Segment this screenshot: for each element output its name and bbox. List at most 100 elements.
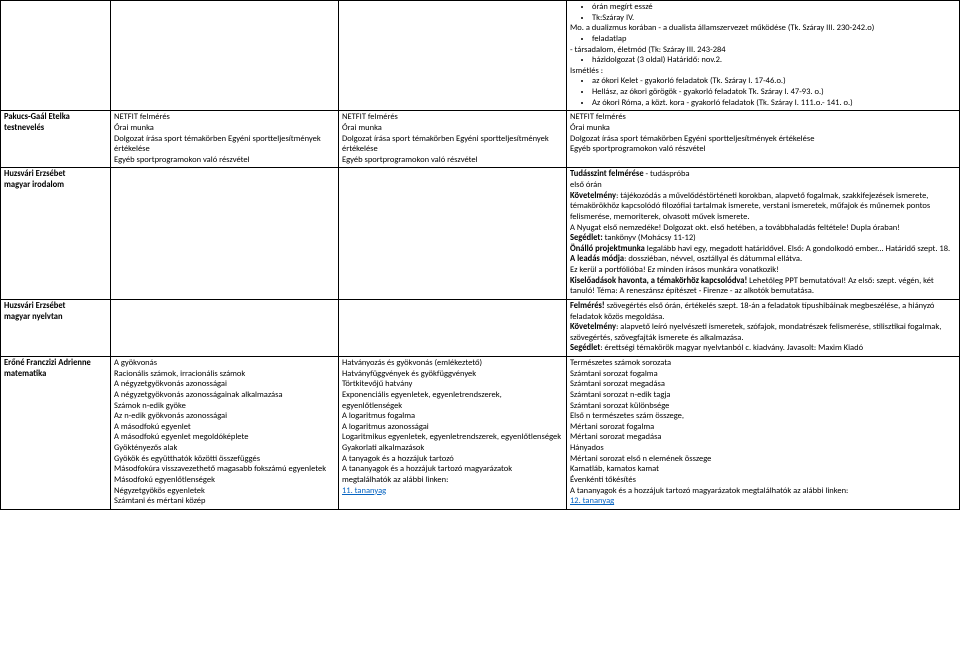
text-line: A négyzetgyökvonás azonosságainak alkalm… [114, 390, 335, 401]
list-item: az ókori Kelet - gyakorló feladatok (Tk.… [592, 76, 956, 87]
text-line: A négyzetgyökvonás azonosságai [114, 379, 335, 390]
text-line: Mértani sorozat megadása [570, 432, 956, 443]
text-line: Hatványfüggvények és gyökfüggvények [342, 369, 563, 380]
text-line: A logaritmus azonosságai [342, 422, 563, 433]
text-line: A tananyagok és a hozzájuk tartozó magya… [342, 464, 563, 485]
col-1 [111, 299, 339, 356]
text-line: Órai munka [114, 123, 335, 134]
bullet-list: feladatlap [570, 34, 956, 45]
text-line: Négyzetgyökös egyenletek [114, 486, 335, 497]
text-line: Mértani sorozat fogalma [570, 422, 956, 433]
text-line: Számtani sorozat megadása [570, 379, 956, 390]
curriculum-table: órán megírt esszéTk:Száray IV.Mo. a dual… [0, 0, 960, 510]
teacher-cell: Pakucs-Gaál Etelkatestnevelés [1, 111, 111, 168]
text-line: Másodfokú egyenlőtlenségek [114, 475, 335, 486]
col-3: Természetes számok sorozataSzámtani soro… [567, 357, 960, 510]
col-3: Tudásszint felmérése - tudáspróbaelső ór… [567, 168, 960, 300]
text-line: Dolgozat írása sport témakörben Egyéni s… [570, 134, 956, 145]
text-line: Számok n-edik gyöke [114, 401, 335, 412]
text-line: Dolgozat írása sport témakörben Egyéni s… [342, 134, 563, 155]
text-line: - társadalom, életmód (Tk: Száray III. 2… [570, 45, 956, 56]
bullet-list: házidolgozat (3 oldal) Határidő: nov.2. [570, 55, 956, 66]
text-line: Követelmény: alapvető leíró nyelvészeti … [570, 322, 956, 343]
teacher-cell: Huzsvári Erzsébetmagyar irodalom [1, 168, 111, 300]
link[interactable]: 12. tananyag [570, 496, 614, 506]
col-2: NETFIT felmérés Órai munkaDolgozat írása… [339, 111, 567, 168]
col-3: Felmérés! szövegértés első órán, értékel… [567, 299, 960, 356]
text-line: NETFIT felmérés [114, 112, 335, 123]
text-line: Az n-edik gyökvonás azonosságai [114, 411, 335, 422]
teacher-cell [1, 1, 111, 111]
text-line: A másodfokú egyenlet [114, 422, 335, 433]
col-3: órán megírt esszéTk:Száray IV.Mo. a dual… [567, 1, 960, 111]
bullet-list: órán megírt esszéTk:Száray IV. [570, 2, 956, 23]
subject-name: testnevelés [4, 123, 107, 134]
table-row: Huzsvári Erzsébetmagyar irodalom Tudásszi… [1, 168, 960, 300]
text-line: Logaritmikus egyenletek, egyenletrendsze… [342, 432, 563, 443]
text-line: A tananyagok és a hozzájuk tartozó magya… [570, 486, 956, 497]
col-2: Hatványozás és gyökvonás (emlékeztető)Ha… [339, 357, 567, 510]
list-item: Tk:Száray IV. [592, 13, 956, 24]
col-1: NETFIT felmérés Órai munkaDolgozat írása… [111, 111, 339, 168]
text-line: Órai munka [570, 123, 956, 134]
text-line: Számtani sorozat n-edik tagja [570, 390, 956, 401]
teacher-cell: Erőné Franczizi Adriennematematika [1, 357, 111, 510]
text-line: Egyéb sportprogramokon való részvétel [114, 155, 335, 166]
col-3: NETFIT felmérés Órai munkaDolgozat írása… [567, 111, 960, 168]
subject-name: magyar irodalom [4, 180, 107, 191]
text-line: Évenkénti tőkésítés [570, 475, 956, 486]
text-line: Számtani sorozat fogalma [570, 369, 956, 380]
teacher-cell: Huzsvári Erzsébetmagyar nyelvtan [1, 299, 111, 356]
text-line: Tudásszint felmérése - tudáspróba [570, 169, 956, 180]
text-line: Számtani sorozat különbsége [570, 401, 956, 412]
teacher-name: Pakucs-Gaál Etelka [4, 112, 107, 123]
text-line: A Nyugat első nemzedéke! Dolgozat okt. e… [570, 223, 956, 234]
text-line: Mo. a dualizmus korában - a dualista áll… [570, 23, 956, 34]
col-2 [339, 168, 567, 300]
list-item: órán megírt esszé [592, 2, 956, 13]
text-line: Követelmény: tájékozódás a művelődéstört… [570, 191, 956, 223]
text-line: Hatványozás és gyökvonás (emlékeztető) [342, 358, 563, 369]
teacher-name: Huzsvári Erzsébet [4, 301, 107, 312]
text-line: Kiselőadások havonta, a témakörhöz kapcs… [570, 276, 956, 297]
col-1 [111, 1, 339, 111]
text-line: Másodfokúra visszavezethető magasabb fok… [114, 464, 335, 475]
teacher-name: Erőné Franczizi Adrienne [4, 358, 107, 369]
text-line: Gyakorlati alkalmazások [342, 443, 563, 454]
text-line: Természetes számok sorozata [570, 358, 956, 369]
bullet-list: az ókori Kelet - gyakorló feladatok (Tk.… [570, 76, 956, 108]
subject-name: magyar nyelvtan [4, 312, 107, 323]
table-row: Erőné Franczizi AdriennematematikaA gyök… [1, 357, 960, 510]
text-line: Kamatláb, kamatos kamat [570, 464, 956, 475]
text-line: Ez kerül a portfólióba! Ez minden írásos… [570, 265, 956, 276]
text-line: A logaritmus fogalma [342, 411, 563, 422]
text-line: Törtkitevőjű hatvány [342, 379, 563, 390]
text-line: Hányados [570, 443, 956, 454]
text-line: Segédlet: érettségi témakörök magyar nye… [570, 343, 956, 354]
teacher-name: Huzsvári Erzsébet [4, 169, 107, 180]
text-line: NETFIT felmérés [342, 112, 563, 123]
list-item: Hellász, az ókori görögök - gyakorló fel… [592, 87, 956, 98]
text-line: Órai munka [342, 123, 563, 134]
text-line: Mértani sorozat első n elemének összege [570, 454, 956, 465]
col-2 [339, 1, 567, 111]
link[interactable]: 11. tananyag [342, 486, 386, 496]
text-line: A másodfokú egyenlet megoldóképlete [114, 432, 335, 443]
text-line: első órán [570, 180, 956, 191]
text-line: Számtani és mértani közép [114, 496, 335, 507]
text-line: Gyöktényezős alak [114, 443, 335, 454]
text-line: Exponenciális egyenletek, egyenletrendsz… [342, 390, 563, 411]
table-row: Pakucs-Gaál EtelkatestnevelésNETFIT felm… [1, 111, 960, 168]
table-row: Huzsvári Erzsébetmagyar nyelvtan Felmérés… [1, 299, 960, 356]
text-line: A gyökvonás [114, 358, 335, 369]
col-1: A gyökvonásRacionális számok, irracionál… [111, 357, 339, 510]
text-line: Dolgozat írása sport témakörben Egyéni s… [114, 134, 335, 155]
col-2 [339, 299, 567, 356]
list-item: Az ókori Róma, a közt. kora - gyakorló f… [592, 98, 956, 109]
table-row: órán megírt esszéTk:Száray IV.Mo. a dual… [1, 1, 960, 111]
text-line: Gyökök és együtthatók közötti összefüggé… [114, 454, 335, 465]
text-line: A leadás módja: dossziéban, névvel, oszt… [570, 254, 956, 265]
list-item: házidolgozat (3 oldal) Határidő: nov.2. [592, 55, 956, 66]
text-line: Egyéb sportprogramokon való részvétel [570, 144, 956, 155]
col-1 [111, 168, 339, 300]
